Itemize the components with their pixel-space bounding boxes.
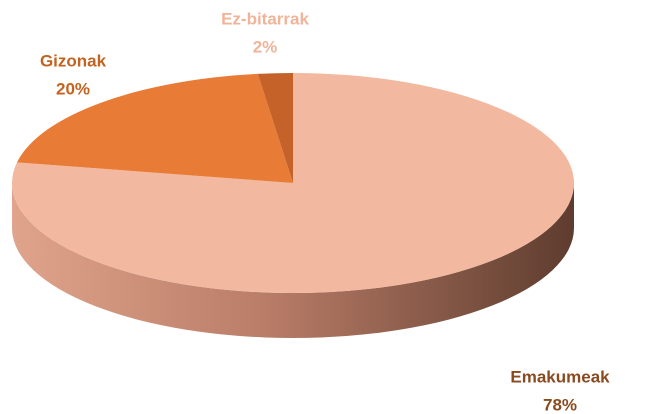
slice bbox=[12, 73, 575, 293]
slice bbox=[16, 73, 293, 183]
slice-label: Gizonak bbox=[40, 51, 107, 70]
slice-label: Emakumeak bbox=[510, 367, 610, 386]
slice-label: Ez-bitarrak bbox=[221, 9, 309, 28]
slice-side bbox=[12, 183, 574, 338]
value-label: 78% bbox=[543, 395, 577, 414]
value-label: 20% bbox=[56, 79, 90, 98]
value-label: 2% bbox=[253, 37, 278, 56]
slice bbox=[257, 73, 293, 183]
